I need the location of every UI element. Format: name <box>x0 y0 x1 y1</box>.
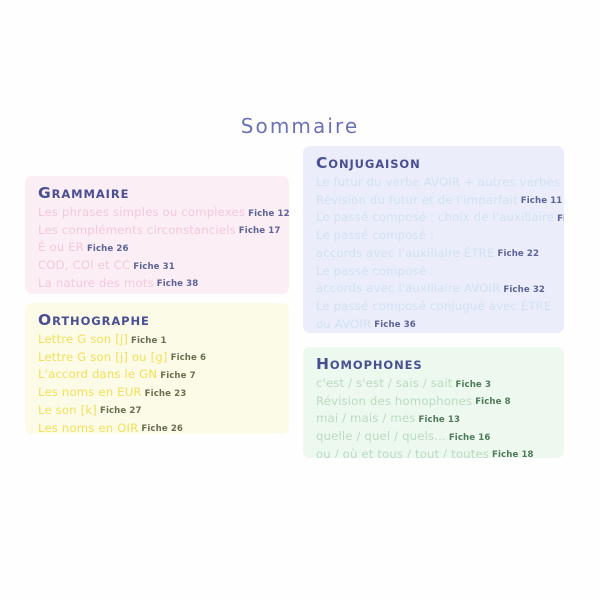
entry-list-grammaire: Les phrases simples ou complexes Fiche 12… <box>38 204 289 295</box>
entry-title: Lettre G son [j] ou [g] <box>38 349 168 364</box>
entry-title: COD, COI et CC <box>38 258 131 273</box>
entry-title: Les noms en EUR <box>38 385 142 400</box>
section-heading-grammaire: GRAMMAIRE <box>38 185 276 203</box>
entry-title: Le passé composé conjugué avec ÊTRE <box>316 298 552 313</box>
entry-reference: Fiche 2 <box>563 179 564 189</box>
entry-title: Le passé composé : choix de l'auxiliaire <box>316 210 555 225</box>
section-heading-initial-conjugaison: C <box>316 154 329 172</box>
section-heading-initial-grammaire: G <box>38 184 52 202</box>
list-item[interactable]: Le passé composé : choix de l'auxiliaire… <box>316 209 564 227</box>
entry-title: quelle / quel / quels... <box>316 429 446 444</box>
section-heading-rest-conjugaison: ONJUGAISON <box>328 157 421 171</box>
section-panel-homophones: HOMOPHONES c'est / s'est / sais / sait Fi… <box>303 347 564 458</box>
entry-reference: Fiche 31 <box>133 261 175 272</box>
entry-title: accords avec l'auxiliaire AVOIR <box>316 281 501 296</box>
list-item[interactable]: mai / mais / mes Fiche 13 <box>316 410 551 428</box>
list-item[interactable]: quelle / quel / quels... Fiche 16 <box>316 428 551 446</box>
entry-reference: Fiche 38 <box>156 279 199 290</box>
entry-title: ou / où et tous / tout / toutes <box>316 446 490 458</box>
entry-title: Le passé composé : <box>316 263 435 278</box>
entry-list-homophones: c'est / s'est / sais / sait Fiche 3 Révis… <box>316 375 551 458</box>
section-heading-rest-orthographe: RTHOGRAPHE <box>52 314 150 328</box>
entry-reference: Fiche 7 <box>160 370 196 381</box>
section-heading-homophones: HOMOPHONES <box>316 356 551 374</box>
list-item[interactable]: Le passé composé : <box>316 263 551 281</box>
entry-title: Les phrases simples ou complexes <box>38 205 246 219</box>
entry-reference: Fiche 1 <box>131 335 167 346</box>
section-heading-rest-grammaire: RAMMAIRE <box>51 187 130 201</box>
entry-list-orthographe: Lettre G son [j] Fiche 1 Lettre G son [j]… <box>38 331 276 434</box>
entry-reference: Fiche 8 <box>475 397 511 408</box>
list-item[interactable]: La nature des mots Fiche 38 <box>38 275 276 293</box>
list-item[interactable]: Les phrases simples ou complexes Fiche 12 <box>38 204 289 222</box>
list-item[interactable]: Lettre G son [j] Fiche 1 <box>38 331 276 349</box>
list-item[interactable]: Les noms en EUR Fiche 23 <box>38 384 276 402</box>
entry-reference: Fiche 26 <box>86 243 129 254</box>
list-item[interactable]: Les noms en OIR Fiche 26 <box>38 420 276 434</box>
entry-reference: Fiche 11 <box>520 196 563 207</box>
section-heading-conjugaison: CONJUGAISON <box>316 155 551 173</box>
entry-title: Révision des homophones <box>316 393 473 408</box>
entry-reference: Fiche 22 <box>497 249 540 260</box>
entry-reference: Fiche 3 <box>455 379 492 390</box>
list-item[interactable]: Le futur du verbe AVOIR + autres verbesF… <box>316 174 564 192</box>
section-heading-initial-homophones: H <box>316 355 330 373</box>
section-panel-orthographe: ORTHOGRAPHE Lettre G son [j] Fiche 1 Lett… <box>25 303 289 434</box>
list-item[interactable]: Les compléments circonstanciels Fiche 17 <box>38 222 280 240</box>
section-panel-conjugaison: CONJUGAISON Le futur du verbe AVOIR + au… <box>303 146 564 333</box>
list-item[interactable]: Le passé composé : <box>316 227 551 245</box>
entry-list-conjugaison: Le futur du verbe AVOIR + autres verbesF… <box>316 174 564 333</box>
entry-title: Lettre G son [j] <box>38 332 129 346</box>
list-item[interactable]: ou / où et tous / tout / toutes Fiche 18 <box>316 446 551 458</box>
list-item[interactable]: Le son [k] Fiche 27 <box>38 402 276 420</box>
section-heading-initial-orthographe: O <box>38 311 53 329</box>
entry-title: É ou ER <box>38 240 84 255</box>
entry-reference: Fiche 6 <box>170 353 207 364</box>
list-item[interactable]: É ou ER Fiche 26 <box>38 239 276 257</box>
list-item[interactable]: L'accord dans le GN Fiche 7 <box>38 366 276 384</box>
section-heading-rest-homophones: OMOPHONES <box>329 358 423 372</box>
list-item[interactable]: Révisions des différents accordsFiches 4… <box>38 293 276 295</box>
entry-reference: Fiche 36 <box>374 320 416 331</box>
entry-reference: Fiche 32 <box>503 284 546 295</box>
page-title: Sommaire <box>240 114 360 138</box>
entry-title: Le futur du verbe AVOIR + autres verbes <box>316 175 561 189</box>
entry-title: La nature des mots <box>38 275 154 290</box>
entry-reference: Fiche 17 <box>238 226 281 237</box>
entry-title: Le son [k] <box>38 402 97 417</box>
section-heading-orthographe: ORTHOGRAPHE <box>38 312 276 330</box>
list-item[interactable]: c'est / s'est / sais / sait Fiche 3 <box>316 375 551 393</box>
entry-title: Les noms en OIR <box>38 420 139 434</box>
list-item[interactable]: accords avec l'auxiliaire ÊTRE Fiche 22 <box>316 245 551 263</box>
entry-title: mai / mais / mes <box>316 411 416 426</box>
entry-title: ou AVOIR <box>316 316 372 331</box>
list-item[interactable]: Lettre G son [j] ou [g] Fiche 6 <box>38 349 276 367</box>
entry-reference: Fiche 12 <box>248 208 289 219</box>
list-item[interactable]: accords avec l'auxiliaire AVOIR Fiche 32 <box>316 280 551 298</box>
entry-reference: Fiche 16 <box>448 432 491 443</box>
list-item[interactable]: COD, COI et CC Fiche 31 <box>38 257 276 275</box>
entry-title: L'accord dans le GN <box>38 367 158 382</box>
entry-title: c'est / s'est / sais / sait <box>316 376 453 390</box>
list-item[interactable]: Révision du futur et de l'imparfait Fiche… <box>316 192 562 210</box>
entry-title: accords avec l'auxiliaire ÊTRE <box>316 245 495 260</box>
section-panel-grammaire: GRAMMAIRE Les phrases simples ou complex… <box>25 176 289 294</box>
entry-title: Révision du futur et de l'imparfait <box>316 192 518 207</box>
entry-reference: Fiche 18 <box>492 450 534 458</box>
entry-title: Les compléments circonstanciels <box>38 222 236 237</box>
entry-reference: Fiche 26 <box>141 424 183 434</box>
list-item[interactable]: ou AVOIR Fiche 36 <box>316 316 551 333</box>
entry-reference: Fiche 27 <box>99 406 142 417</box>
entry-title: Le passé composé : <box>316 228 435 243</box>
entry-reference: Fiche 13 <box>418 414 461 425</box>
entry-reference: Fiche 23 <box>144 388 187 399</box>
entry-reference: Fiche 21 <box>557 213 564 224</box>
list-item[interactable]: Le passé composé conjugué avec ÊTRE <box>316 298 551 316</box>
list-item[interactable]: Révision des homophones Fiche 8 <box>316 393 551 411</box>
